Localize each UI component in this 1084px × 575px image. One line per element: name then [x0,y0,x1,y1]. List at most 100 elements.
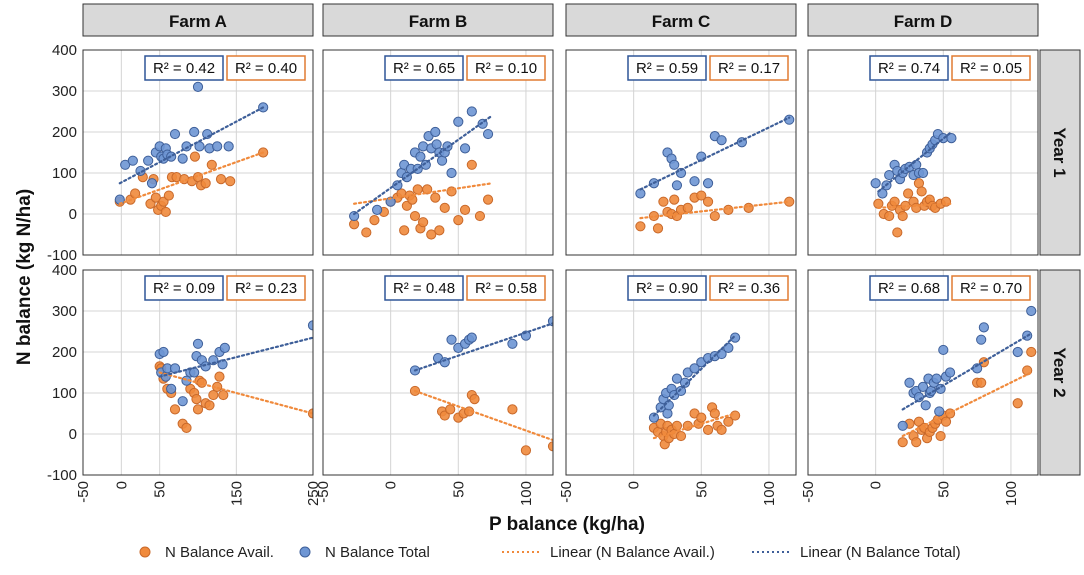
r2-avail-box [709,275,789,301]
y-axis-title: N balance (kg N/ha) [14,189,35,365]
avail-point [669,194,680,205]
panel-farm-b-year-2: R² = 0.48 R² = 0.58 [322,269,554,476]
trendline-avail [118,151,265,205]
series-total [114,63,269,205]
total-point [679,377,691,388]
strip-label: Farm D [894,12,953,31]
r2-total-box [384,55,464,81]
total-point [946,133,957,144]
avail-point [658,196,669,207]
avail-point [940,416,952,427]
total-point [219,342,230,353]
strip-farm-d: Farm D [807,3,1039,37]
y-tick-label: 400 [52,262,77,279]
total-point [446,334,457,345]
avail-point [635,221,646,232]
total-point [166,383,177,394]
series-avail [349,159,494,240]
total-point [904,377,915,388]
strip-box [82,3,314,37]
r2-total-label: R² = 0.90 [636,280,698,297]
r2-avail-box [466,55,546,81]
panel-farm-b-year-1: R² = 0.65 R² = 0.10 [322,49,554,256]
x-tick-label: 0 [113,481,130,489]
avail-point [160,206,171,218]
avail-point [469,394,480,405]
avail-point [889,196,900,207]
legend-label: N Balance Avail. [165,544,274,561]
avail-point [709,408,720,419]
r2-avail-label: R² = 0.17 [718,60,780,77]
avail-point [218,389,229,401]
avail-point [1026,346,1037,358]
r2-total-box [627,275,707,301]
trendline-avail [353,182,494,205]
total-point [392,180,403,191]
panel-border [82,269,314,476]
x-tick-label: 50 [152,481,169,498]
r2-labels: R² = 0.65 R² = 0.10 [384,55,546,81]
avail-point [702,424,714,435]
avail-point [696,412,707,423]
total-point [446,167,457,179]
total-point [938,344,949,356]
panel-border [565,269,797,476]
total-point [453,116,464,127]
series-total [635,114,795,199]
total-point [143,155,154,166]
total-point [920,400,931,411]
total-point [884,169,895,181]
y-tick-label: 100 [52,385,77,402]
r2-avail-box [466,275,546,301]
panel-background [566,50,796,255]
total-point [675,385,687,397]
trendline-total [413,322,553,372]
total-point [897,420,908,431]
strip-year-2: Year 2 [1039,269,1081,476]
total-point [202,128,213,140]
panel-background [323,270,553,475]
x-tick-label: -50 [315,481,332,503]
total-point [507,338,518,349]
total-point [169,128,181,140]
strip-box [1039,49,1081,256]
avail-point [474,210,486,222]
r2-avail-box [226,55,306,81]
y-tick-label: 300 [52,303,77,320]
total-point [349,210,360,222]
r2-avail-box [951,55,1031,81]
legend-label: Linear (N Balance Avail.) [550,544,715,561]
avail-point [215,174,227,185]
avail-point [407,194,418,205]
x-axis-1: -50 0 50 150 250 [75,481,322,506]
total-point [459,143,471,154]
panel-border [807,49,1039,256]
strip-box [1039,269,1081,476]
x-tick-label: -50 [800,481,817,503]
trendline-avail [158,371,313,415]
y-tick-label: -100 [47,467,77,484]
panel-farm-c-year-1: R² = 0.59 R² = 0.17 [565,49,797,256]
total-point [372,204,383,215]
avail-point [1012,398,1023,409]
total-point [689,363,700,374]
total-point [120,159,131,170]
r2-total-label: R² = 0.68 [878,280,940,297]
avail-point [723,204,734,215]
r2-total-label: R² = 0.48 [393,280,455,297]
r2-avail-box [226,275,306,301]
y-tick-label: 300 [52,83,77,100]
strip-label: Year 2 [1050,347,1069,397]
trendline-avail [413,389,553,442]
r2-avail-box [709,55,789,81]
avail-point [191,394,202,405]
legend-marker [139,546,151,558]
avail-point [696,190,707,201]
r2-avail-label: R² = 0.36 [718,280,780,297]
avail-point [743,202,754,213]
trendline-total [118,106,265,185]
panel-border [82,49,314,256]
avail-point [430,192,441,203]
total-point [482,128,494,140]
